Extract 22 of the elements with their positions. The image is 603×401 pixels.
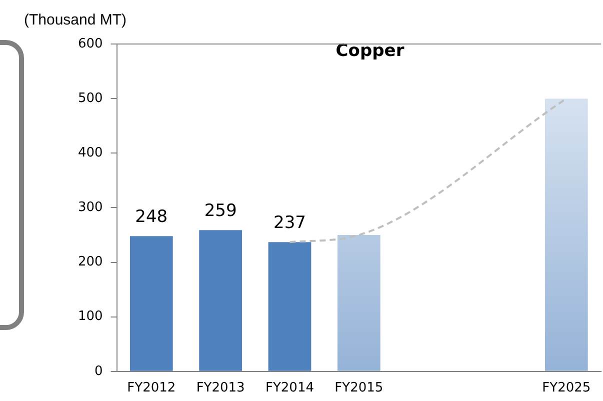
chart-title: Copper — [336, 40, 405, 61]
x-tick-label: FY2015 — [334, 380, 384, 396]
x-tick-label: FY2014 — [265, 380, 314, 396]
y-tick-label: 500 — [78, 90, 103, 106]
bar — [337, 234, 380, 371]
y-tick-label: 600 — [78, 36, 103, 52]
x-tick-label: FY2025 — [542, 380, 591, 396]
x-tick-label: FY2013 — [196, 380, 245, 396]
y-axis-title: (Thousand MT) — [24, 12, 127, 29]
y-tick-label: 300 — [78, 200, 103, 216]
data-label: 248 — [135, 206, 168, 227]
y-tick-label: 100 — [78, 309, 103, 324]
bar — [130, 236, 173, 371]
y-tick-label: 0 — [94, 364, 103, 379]
y-tick-label: 400 — [78, 146, 103, 161]
y-tick-label: 200 — [78, 254, 103, 270]
data-label: 237 — [274, 213, 306, 233]
data-label: 259 — [204, 200, 237, 221]
bar — [199, 230, 242, 371]
bar — [544, 98, 588, 371]
bar — [268, 242, 312, 371]
x-tick-label: FY2012 — [127, 380, 176, 396]
